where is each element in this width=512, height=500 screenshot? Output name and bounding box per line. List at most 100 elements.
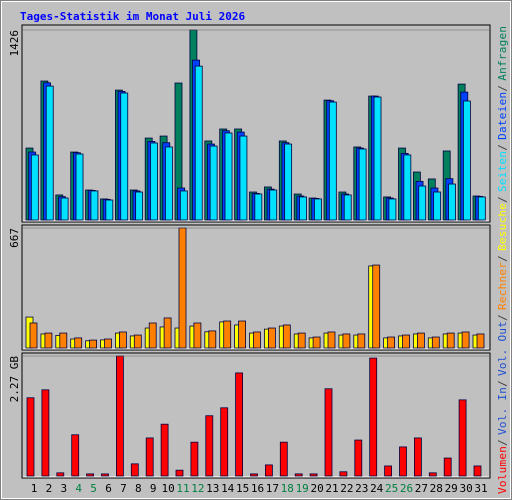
bar xyxy=(431,336,440,349)
bar xyxy=(90,190,99,221)
x-tick-label: 12 xyxy=(191,482,204,495)
bar xyxy=(119,331,127,349)
x-tick-label: 23 xyxy=(355,482,368,495)
legend-entry: Vol. In xyxy=(496,387,509,435)
bar xyxy=(193,322,202,349)
bar xyxy=(461,331,470,349)
bar xyxy=(239,135,248,221)
bar xyxy=(402,334,410,349)
bar xyxy=(130,463,139,477)
bar xyxy=(104,338,112,349)
bar xyxy=(175,469,184,477)
x-tick-label: 22 xyxy=(340,482,353,495)
x-tick-label: 19 xyxy=(296,482,309,495)
bar xyxy=(373,96,382,221)
bar xyxy=(160,423,169,477)
bar xyxy=(59,332,68,349)
legend-entry: Dateien xyxy=(496,92,509,140)
bar xyxy=(238,320,247,349)
bar xyxy=(403,154,412,221)
legend-entry: Vol. Out xyxy=(496,321,509,376)
bar xyxy=(71,434,80,477)
bar xyxy=(458,399,467,477)
x-tick-label: 26 xyxy=(400,482,413,495)
panel xyxy=(21,24,491,223)
x-tick-label: 31 xyxy=(474,482,487,495)
bar xyxy=(209,145,218,221)
bar xyxy=(253,331,261,349)
bar xyxy=(324,388,333,477)
legend-entry: Besuche xyxy=(496,203,509,251)
x-tick-label: 11 xyxy=(176,482,189,495)
panel xyxy=(21,224,491,351)
legend-separator: / xyxy=(496,314,509,321)
x-tick-label: 30 xyxy=(459,482,472,495)
bar xyxy=(86,473,94,477)
legend: Volumen/Vol. In/Vol. Out/Rechner/Besuche… xyxy=(496,26,509,494)
bar xyxy=(135,191,144,221)
bar xyxy=(165,146,173,221)
bar xyxy=(150,142,158,221)
x-tick-label: 20 xyxy=(310,482,323,495)
x-tick-label: 8 xyxy=(135,482,142,495)
bar xyxy=(418,185,427,221)
bar xyxy=(267,327,276,349)
x-tick-label: 24 xyxy=(370,482,384,495)
bar xyxy=(145,437,154,477)
bar xyxy=(446,332,455,349)
bar xyxy=(294,473,303,477)
bar xyxy=(284,143,293,221)
bar xyxy=(387,336,396,349)
y-tick-label: 2.27 GB xyxy=(8,356,21,403)
bar xyxy=(30,154,39,221)
bar xyxy=(279,441,288,477)
bar xyxy=(205,415,214,477)
x-tick-label: 3 xyxy=(60,482,67,495)
x-tick-label: 21 xyxy=(325,482,338,495)
bar xyxy=(399,446,407,477)
bar xyxy=(369,357,378,477)
bar xyxy=(342,333,351,349)
bar xyxy=(223,320,232,349)
bar xyxy=(254,193,263,221)
bar xyxy=(327,331,336,349)
bar xyxy=(416,332,425,349)
bar xyxy=(312,336,321,349)
bar xyxy=(178,227,187,349)
bar xyxy=(75,153,84,221)
bar xyxy=(463,100,471,221)
legend-separator: / xyxy=(496,85,509,92)
bar xyxy=(282,324,291,349)
x-tick-label: 2 xyxy=(46,482,53,495)
bar xyxy=(448,183,456,221)
bar xyxy=(269,189,278,221)
bar xyxy=(105,199,114,221)
legend-separator: / xyxy=(496,144,509,151)
x-tick-label: 4 xyxy=(75,482,82,495)
bar xyxy=(120,92,129,221)
x-tick-label: 29 xyxy=(445,482,458,495)
bar xyxy=(179,190,188,221)
x-tick-label: 27 xyxy=(415,482,428,495)
bar xyxy=(357,333,366,349)
bar xyxy=(44,332,53,349)
legend-entry: Rechner xyxy=(496,262,509,310)
x-tick-label: 25 xyxy=(385,482,398,495)
bar xyxy=(41,389,50,477)
bar xyxy=(116,355,124,477)
bar xyxy=(309,473,318,477)
bar xyxy=(354,439,363,477)
x-tick-label: 5 xyxy=(90,482,97,495)
bar xyxy=(388,198,397,221)
bar xyxy=(314,198,322,221)
bar xyxy=(264,464,273,477)
bar xyxy=(190,441,199,477)
panel xyxy=(21,352,491,479)
y-tick-label: 1426 xyxy=(8,30,21,57)
legend-separator: / xyxy=(496,439,509,446)
bar xyxy=(473,465,482,477)
x-tick-label: 15 xyxy=(236,482,249,495)
bar xyxy=(220,407,229,477)
legend-entry: Seiten xyxy=(496,151,509,192)
